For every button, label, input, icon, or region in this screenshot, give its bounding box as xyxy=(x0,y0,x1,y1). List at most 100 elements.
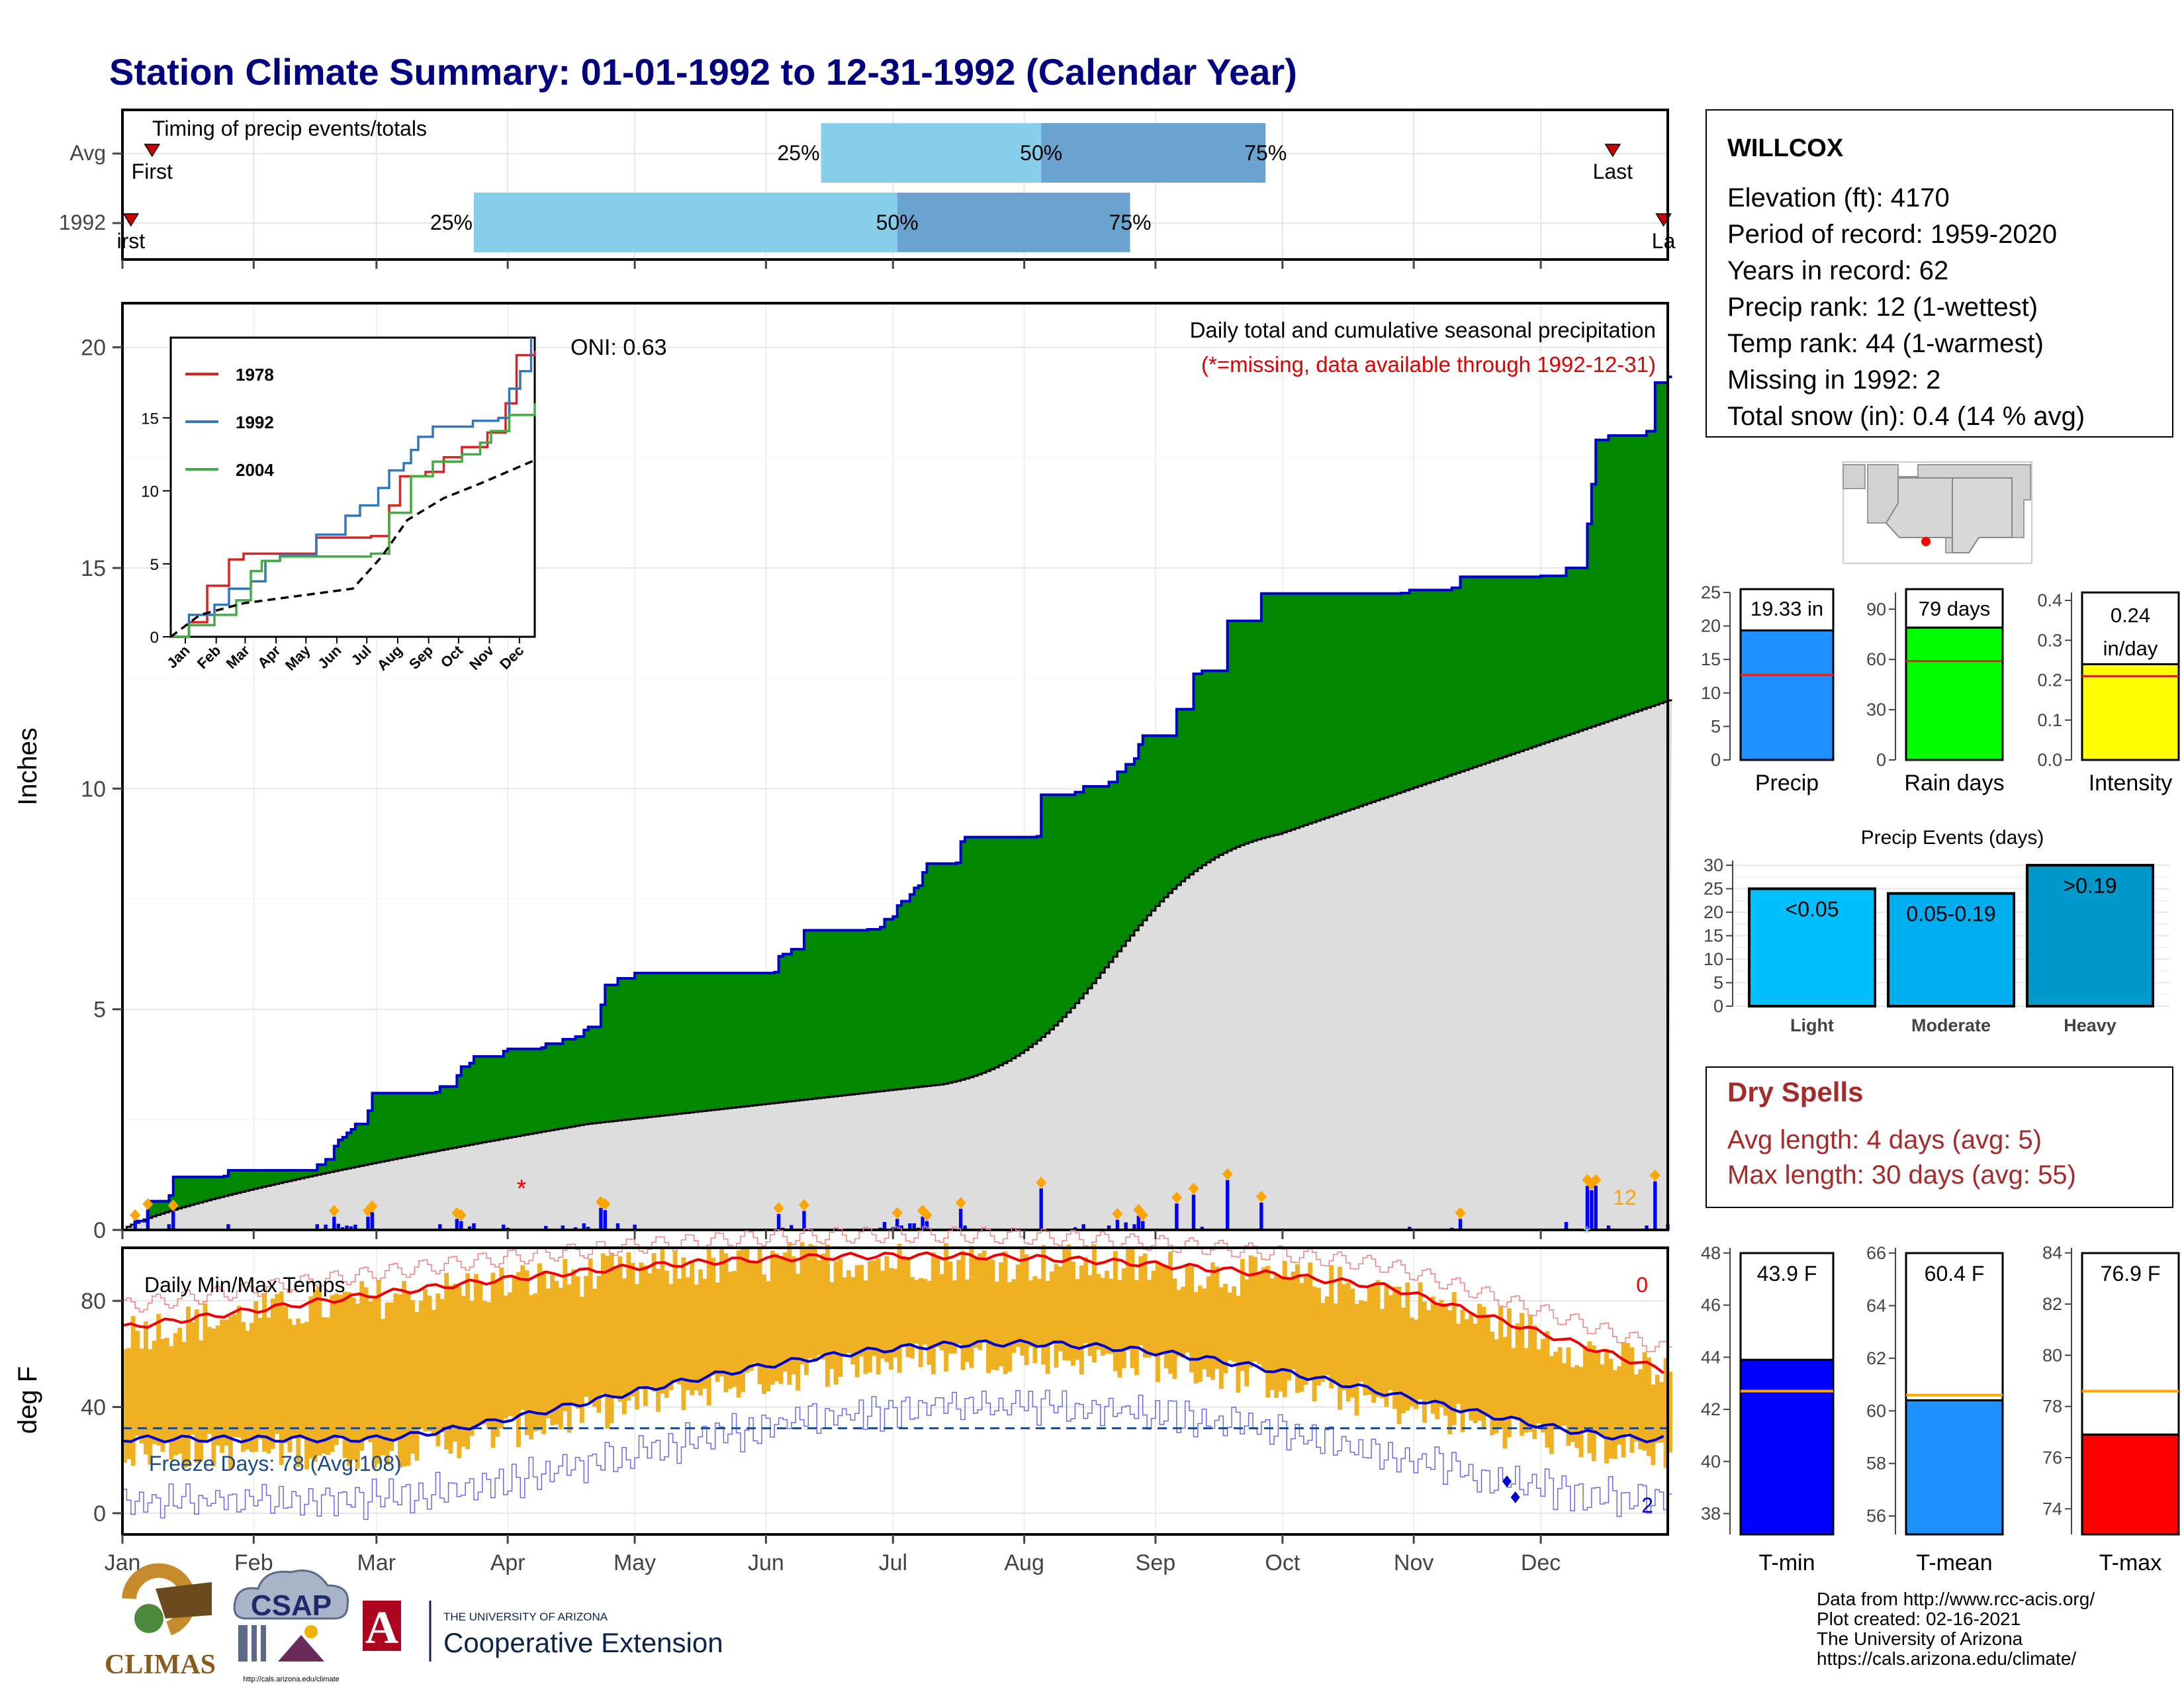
heavy-event-diamond xyxy=(167,1199,179,1211)
timing-panel: 25% 50% 75% First Last 25% 50% 75% irst La Timing… xyxy=(59,109,1676,261)
daily-temp-bar xyxy=(397,1294,402,1468)
daily-temp-bar xyxy=(1126,1248,1131,1351)
daily-temp-bar xyxy=(1574,1365,1580,1448)
daily-temp-bar xyxy=(1032,1276,1038,1364)
timing-1992-p75-label: 75% xyxy=(1109,211,1152,234)
daily-temp-bar xyxy=(326,1317,330,1456)
daily-temp-bar xyxy=(1253,1256,1257,1362)
daily-temp-bar xyxy=(1261,1267,1266,1370)
inset-legend: 1978 1992 2004 xyxy=(185,365,274,480)
daily-temp-bar xyxy=(690,1262,695,1395)
credit-line: Data from http://www.rcc-acis.org/ xyxy=(1817,1589,2095,1609)
daily-temp-bar xyxy=(482,1301,487,1425)
daily-temp-bar xyxy=(1218,1287,1224,1389)
daily-temp-bar xyxy=(1181,1286,1186,1358)
daily-temp-bar xyxy=(1041,1244,1046,1365)
daily-temp-bar xyxy=(626,1252,631,1401)
daily-temp-bar xyxy=(1502,1336,1508,1449)
daily-precip-bar xyxy=(802,1211,806,1230)
summary-bar-frame xyxy=(1905,588,2004,629)
heavy-event-diamond xyxy=(1036,1176,1047,1189)
heavy-event-diamond xyxy=(1222,1168,1233,1180)
record-low-diamond xyxy=(1502,1475,1512,1487)
daily-temp-bar xyxy=(948,1261,953,1354)
daily-temp-bar xyxy=(647,1273,653,1387)
daily-temp-bar xyxy=(766,1281,771,1391)
heavy-event-diamond xyxy=(1188,1182,1199,1195)
daily-temp-bar xyxy=(385,1302,390,1465)
precip-ytick-label: 5 xyxy=(93,998,106,1023)
summary-ytick-label: 0.0 xyxy=(2037,750,2062,770)
daily-temp-bar xyxy=(711,1258,716,1376)
heavy-event-diamond xyxy=(1649,1169,1661,1182)
tsum-ytick-label: 82 xyxy=(2042,1294,2062,1314)
daily-temp-bar xyxy=(592,1288,597,1407)
daily-temp-bar xyxy=(782,1252,788,1372)
location-map xyxy=(1843,461,2032,564)
summary-bar xyxy=(1905,626,2004,761)
timing-1992-last-label: La xyxy=(1652,229,1676,253)
timing-1992-first-label: irst xyxy=(116,229,145,253)
temp-ytick-label: 80 xyxy=(81,1289,106,1314)
heavy-event-diamond xyxy=(955,1197,966,1209)
tsum-bar-frame xyxy=(2081,1252,2180,1436)
daily-precip-bar xyxy=(603,1210,607,1230)
daily-temp-bar xyxy=(1142,1253,1148,1358)
heavy-event-diamond xyxy=(798,1199,809,1211)
precip-ytick-label: 15 xyxy=(81,556,106,581)
daily-temp-bar xyxy=(838,1258,843,1378)
daily-temp-bar xyxy=(1578,1367,1584,1458)
daily-temp-bar xyxy=(1469,1313,1474,1421)
daily-precip-bar xyxy=(472,1223,476,1230)
timing-avg-p25-label: 25% xyxy=(778,141,820,165)
daily-temp-bar xyxy=(1100,1278,1105,1356)
daily-precip-bar xyxy=(1175,1203,1179,1230)
daily-temp-bar xyxy=(1604,1348,1609,1464)
daily-temp-bar xyxy=(567,1284,572,1433)
daily-temp-bar xyxy=(698,1269,703,1396)
daily-temp-bar xyxy=(1524,1348,1529,1433)
daily-temp-bar xyxy=(1536,1349,1541,1424)
daily-temp-bar xyxy=(1363,1301,1368,1396)
cold-days-count: 2 xyxy=(1641,1493,1653,1517)
daily-temp-bar xyxy=(541,1270,547,1434)
daily-precip-bar xyxy=(1653,1181,1657,1230)
daily-temp-bar xyxy=(842,1277,847,1356)
daily-temp-bar xyxy=(1405,1282,1410,1411)
daily-temp-bar xyxy=(173,1333,178,1456)
precip-y-axis-title: Inches xyxy=(13,727,42,806)
daily-temp-bar xyxy=(745,1247,750,1373)
daily-temp-bar xyxy=(757,1247,762,1384)
temp-ytick-label: 0 xyxy=(93,1501,106,1526)
daily-temp-bar xyxy=(1050,1271,1054,1342)
missing-note: (*=missing, data available through 1992-… xyxy=(1201,352,1656,377)
daily-temp-bar xyxy=(702,1278,707,1389)
daily-temp-bar xyxy=(203,1303,208,1441)
daily-temp-bar xyxy=(897,1243,902,1373)
event-bar-label: 0.05-0.19 xyxy=(1906,902,1995,926)
average-cumulative-line xyxy=(122,699,1672,1231)
daily-temp-bar xyxy=(1371,1284,1377,1403)
inset-ytick-label: 15 xyxy=(141,410,159,428)
ua-letter: A xyxy=(365,1603,399,1654)
daily-temp-bar xyxy=(1189,1266,1195,1373)
daily-temp-bar xyxy=(1566,1347,1571,1446)
daily-temp-bar xyxy=(990,1259,995,1370)
precip-summary-charts: 0 5 10 15 20 25 Precip 0 30 60 90 Rain days 0.0 0.1 0.… xyxy=(1701,583,2180,796)
daily-temp-bar xyxy=(753,1262,758,1363)
daily-temp-bar xyxy=(825,1244,830,1387)
events-ytick-label: 0 xyxy=(1713,996,1723,1016)
daily-temp-bar xyxy=(854,1265,860,1378)
credit-line: https://cals.arizona.edu/climate/ xyxy=(1817,1648,2076,1669)
daily-temp-bar xyxy=(952,1280,957,1354)
daily-temp-bar xyxy=(1545,1331,1550,1448)
daily-temp-bar xyxy=(893,1268,898,1358)
daily-temp-bar xyxy=(621,1278,627,1415)
daily-precip-bar xyxy=(459,1221,463,1230)
daily-precip-bar xyxy=(586,1227,590,1230)
month-label: Sep xyxy=(1136,1550,1176,1575)
heavy-event-diamond xyxy=(1171,1192,1182,1203)
daily-temp-bar xyxy=(1244,1279,1250,1387)
tsum-ytick-label: 76 xyxy=(2042,1448,2062,1468)
